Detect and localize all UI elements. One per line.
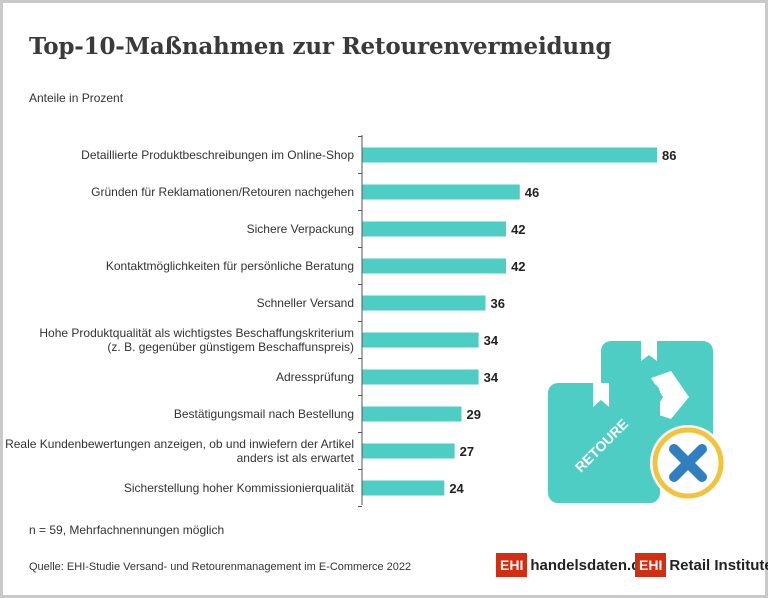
value-label: 29 — [466, 407, 480, 422]
value-label: 46 — [525, 185, 539, 200]
category-label: Bestätigungsmail nach Bestellung — [174, 407, 354, 421]
value-label: 36 — [490, 296, 504, 311]
bar — [362, 369, 479, 385]
chart-subtitle: Anteile in Prozent — [29, 91, 124, 105]
category-label: Sichere Verpackung — [247, 222, 354, 236]
value-label: 24 — [449, 481, 464, 496]
x-circle-icon — [650, 425, 726, 501]
retail-institute-name: Retail Institute — [669, 556, 768, 574]
sample-note: n = 59, Mehrfachnennungen möglich — [29, 523, 225, 537]
value-label: 86 — [662, 148, 676, 163]
bar — [362, 147, 657, 163]
source-note: Quelle: EHI-Studie Versand- und Retouren… — [29, 561, 412, 573]
bar — [362, 480, 445, 496]
bar — [362, 443, 455, 459]
arrow-icon — [651, 371, 689, 419]
bar — [362, 332, 479, 348]
ehi-logo-box: EHI — [496, 553, 528, 577]
chart-title: Top-10-Maßnahmen zur Retourenvermeidung — [29, 33, 612, 60]
category-label: Kontaktmöglichkeiten für persönliche Ber… — [106, 259, 354, 273]
category-label: Detaillierte Produktbeschreibungen im On… — [81, 148, 354, 162]
box-icon: RETOURE — [548, 383, 660, 503]
retoure-illustration: RETOURE — [548, 341, 726, 503]
category-label: Hohe Produktqualität als wichtigstes Bes… — [39, 326, 354, 354]
value-label: 42 — [511, 259, 525, 274]
category-label: Reale Kundenbewertungen anzeigen, ob und… — [5, 437, 355, 465]
category-label: Sicherstellung hoher Kommissionierqualit… — [124, 481, 355, 495]
bar — [362, 295, 486, 311]
category-label: Schneller Versand — [257, 296, 354, 310]
bar — [362, 184, 520, 200]
value-label: 27 — [460, 444, 474, 459]
retail-institute-text: Retail Institute® — [669, 557, 768, 574]
value-label: 34 — [484, 370, 499, 385]
bar — [362, 258, 507, 274]
retail-institute-logo: EHI Retail Institute® — [635, 553, 768, 577]
category-label: Gründen für Reklamationen/Retouren nachg… — [91, 185, 354, 199]
bar-chart: 86 Detaillierte Produktbeschreibungen im … — [5, 135, 676, 507]
bar — [362, 406, 462, 422]
value-label: 34 — [484, 333, 499, 348]
handelsdaten-text: handelsdaten.de — [530, 556, 649, 574]
bar — [362, 221, 507, 237]
handelsdaten-logo: EHI handelsdaten.de — [496, 553, 649, 577]
ehi-logo-box: EHI — [635, 553, 667, 577]
category-label: Adressprüfung — [276, 370, 354, 384]
value-label: 42 — [511, 222, 525, 237]
